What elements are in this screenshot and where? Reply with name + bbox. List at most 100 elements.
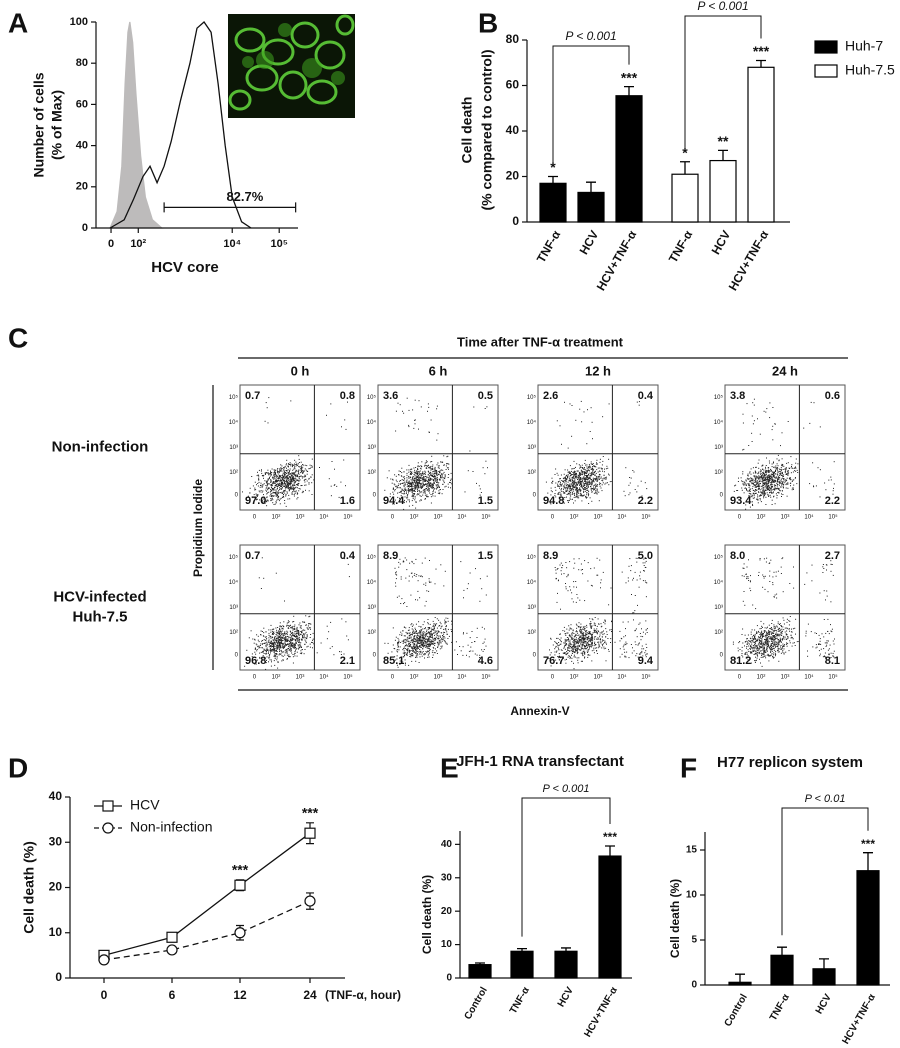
dot bbox=[310, 466, 312, 468]
dot bbox=[274, 651, 275, 653]
dot bbox=[768, 488, 770, 490]
dot bbox=[776, 467, 778, 468]
dot bbox=[283, 467, 285, 469]
dot bbox=[758, 480, 760, 482]
dot bbox=[570, 492, 572, 494]
dot bbox=[292, 484, 294, 486]
dot bbox=[419, 480, 421, 482]
dot bbox=[304, 649, 306, 650]
dot bbox=[287, 475, 289, 477]
dot bbox=[416, 574, 418, 575]
dot bbox=[345, 621, 347, 623]
dot bbox=[424, 638, 425, 640]
dot bbox=[343, 653, 345, 655]
dot bbox=[424, 462, 426, 464]
y-tick-label: 10³ bbox=[229, 605, 238, 611]
dot bbox=[436, 473, 438, 474]
dot bbox=[419, 474, 420, 476]
dot bbox=[431, 629, 433, 631]
dot bbox=[261, 640, 263, 642]
dot bbox=[777, 487, 779, 489]
dot bbox=[558, 496, 560, 498]
dot bbox=[309, 623, 311, 625]
dot bbox=[574, 473, 576, 475]
dot bbox=[289, 479, 291, 481]
dot bbox=[396, 658, 398, 660]
dot bbox=[433, 490, 434, 492]
dot bbox=[293, 643, 295, 645]
dot bbox=[405, 627, 407, 629]
dot bbox=[419, 482, 421, 484]
dot bbox=[424, 637, 426, 639]
dot bbox=[569, 489, 571, 491]
dot bbox=[286, 648, 288, 650]
dot bbox=[586, 471, 588, 473]
dot bbox=[272, 629, 274, 631]
dot bbox=[476, 627, 478, 629]
dot bbox=[433, 629, 435, 631]
dot bbox=[782, 473, 783, 475]
dot bbox=[440, 632, 442, 634]
dot bbox=[431, 483, 433, 485]
dot bbox=[775, 480, 777, 482]
dot bbox=[431, 467, 433, 469]
dot bbox=[580, 482, 582, 483]
dot bbox=[285, 483, 287, 485]
dot bbox=[773, 466, 775, 468]
y-tick-label: 10⁴ bbox=[714, 419, 724, 426]
dot bbox=[311, 474, 313, 476]
dot bbox=[803, 427, 805, 429]
dot bbox=[275, 471, 277, 473]
dot bbox=[302, 629, 304, 631]
dot bbox=[266, 496, 268, 498]
dot bbox=[284, 483, 286, 485]
dot bbox=[289, 640, 291, 642]
dot bbox=[284, 643, 286, 645]
dot bbox=[580, 479, 582, 481]
dot bbox=[785, 473, 787, 475]
dot bbox=[413, 476, 415, 478]
dot bbox=[293, 478, 295, 480]
dot bbox=[280, 469, 282, 471]
dot bbox=[438, 640, 440, 642]
dot bbox=[418, 476, 420, 478]
dot bbox=[486, 575, 488, 577]
dot bbox=[274, 503, 276, 505]
dot bbox=[431, 484, 433, 486]
dot bbox=[780, 482, 782, 484]
dot bbox=[777, 480, 779, 482]
dot bbox=[763, 477, 765, 479]
dot bbox=[450, 478, 452, 480]
dot bbox=[280, 485, 282, 487]
dot bbox=[272, 646, 273, 647]
dot bbox=[581, 481, 583, 483]
dot bbox=[394, 648, 396, 650]
cytoplasm-glow bbox=[242, 23, 345, 85]
dot bbox=[391, 651, 393, 653]
dot bbox=[299, 488, 301, 490]
dot bbox=[447, 638, 449, 639]
x-tick-label: 10⁵ bbox=[641, 514, 651, 521]
dot bbox=[592, 472, 594, 474]
x-tick-label: 10³ bbox=[296, 515, 305, 521]
dot bbox=[281, 488, 283, 490]
dot bbox=[273, 481, 275, 483]
dot bbox=[430, 494, 432, 495]
dot bbox=[289, 479, 291, 481]
dot bbox=[437, 637, 439, 639]
dot bbox=[414, 638, 416, 640]
dot bbox=[426, 480, 428, 481]
dot bbox=[420, 473, 422, 475]
dot bbox=[409, 650, 411, 652]
dot bbox=[445, 621, 447, 623]
dot bbox=[436, 475, 438, 477]
dot bbox=[787, 473, 789, 475]
dot bbox=[260, 634, 262, 635]
hcv-histogram bbox=[109, 21, 252, 229]
dot bbox=[278, 661, 279, 663]
dot bbox=[564, 488, 566, 490]
dot bbox=[270, 651, 272, 652]
dot bbox=[287, 483, 289, 485]
dot bbox=[398, 649, 400, 651]
